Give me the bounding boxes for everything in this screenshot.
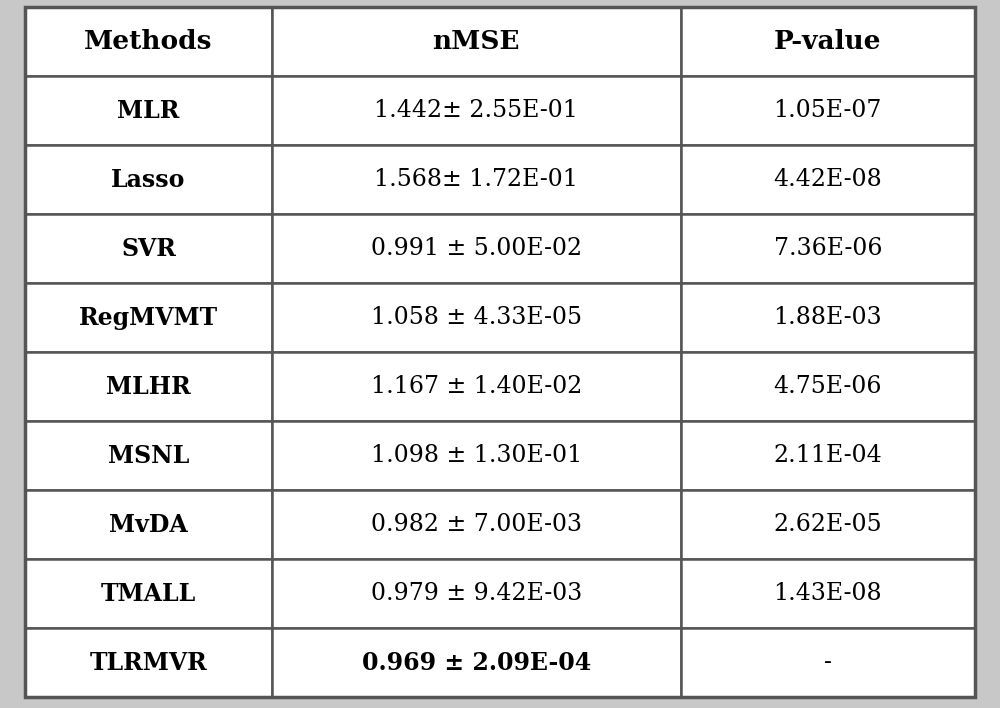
Text: 1.43E-08: 1.43E-08 (773, 583, 882, 605)
Text: TLRMVR: TLRMVR (90, 651, 207, 675)
Bar (272, 629, 680, 697)
Bar (272, 421, 680, 490)
Bar (272, 559, 680, 629)
Bar (25, 353, 272, 421)
Text: 1.05E-07: 1.05E-07 (774, 99, 882, 122)
Text: Lasso: Lasso (111, 168, 186, 192)
Bar (680, 629, 975, 697)
Bar (272, 76, 680, 145)
Text: MvDA: MvDA (109, 513, 188, 537)
Text: 1.098 ± 1.30E-01: 1.098 ± 1.30E-01 (371, 445, 582, 467)
Bar (680, 559, 975, 629)
Bar (25, 7, 272, 76)
Bar (272, 7, 680, 76)
Text: 0.982 ± 7.00E-03: 0.982 ± 7.00E-03 (371, 513, 582, 536)
Text: 0.991 ± 5.00E-02: 0.991 ± 5.00E-02 (371, 237, 582, 260)
Bar (272, 283, 680, 353)
Text: 0.969 ± 2.09E-04: 0.969 ± 2.09E-04 (362, 651, 591, 675)
Bar (25, 76, 272, 145)
Bar (272, 145, 680, 215)
Text: 1.88E-03: 1.88E-03 (773, 307, 882, 329)
Text: 4.75E-06: 4.75E-06 (774, 375, 882, 398)
Text: 7.36E-06: 7.36E-06 (774, 237, 882, 260)
Bar (680, 76, 975, 145)
Text: SVR: SVR (121, 236, 176, 261)
Bar (272, 353, 680, 421)
Text: -: - (824, 651, 832, 674)
Bar (680, 353, 975, 421)
Bar (25, 283, 272, 353)
Text: 1.442± 2.55E-01: 1.442± 2.55E-01 (374, 99, 578, 122)
Bar (25, 421, 272, 490)
Text: MSNL: MSNL (108, 444, 189, 468)
Text: 4.42E-08: 4.42E-08 (773, 169, 882, 191)
Text: 2.11E-04: 2.11E-04 (773, 445, 882, 467)
Bar (680, 145, 975, 215)
Text: 1.167 ± 1.40E-02: 1.167 ± 1.40E-02 (371, 375, 582, 398)
Text: RegMVMT: RegMVMT (79, 306, 218, 330)
Text: MLHR: MLHR (106, 375, 191, 399)
Text: 1.058 ± 4.33E-05: 1.058 ± 4.33E-05 (371, 307, 582, 329)
Bar (272, 490, 680, 559)
Text: 2.62E-05: 2.62E-05 (773, 513, 882, 536)
Bar (680, 214, 975, 283)
Bar (25, 490, 272, 559)
Bar (680, 421, 975, 490)
Text: 1.568± 1.72E-01: 1.568± 1.72E-01 (374, 169, 578, 191)
Bar (25, 629, 272, 697)
Bar (680, 283, 975, 353)
Text: nMSE: nMSE (432, 29, 520, 54)
Bar (680, 7, 975, 76)
Bar (680, 490, 975, 559)
Text: MLR: MLR (117, 98, 180, 122)
Text: Methods: Methods (84, 29, 213, 54)
Bar (272, 214, 680, 283)
Bar (25, 145, 272, 215)
Text: TMALL: TMALL (101, 582, 196, 606)
Text: P-value: P-value (774, 29, 882, 54)
Bar (25, 559, 272, 629)
Text: 0.979 ± 9.42E-03: 0.979 ± 9.42E-03 (371, 583, 582, 605)
Bar (25, 214, 272, 283)
